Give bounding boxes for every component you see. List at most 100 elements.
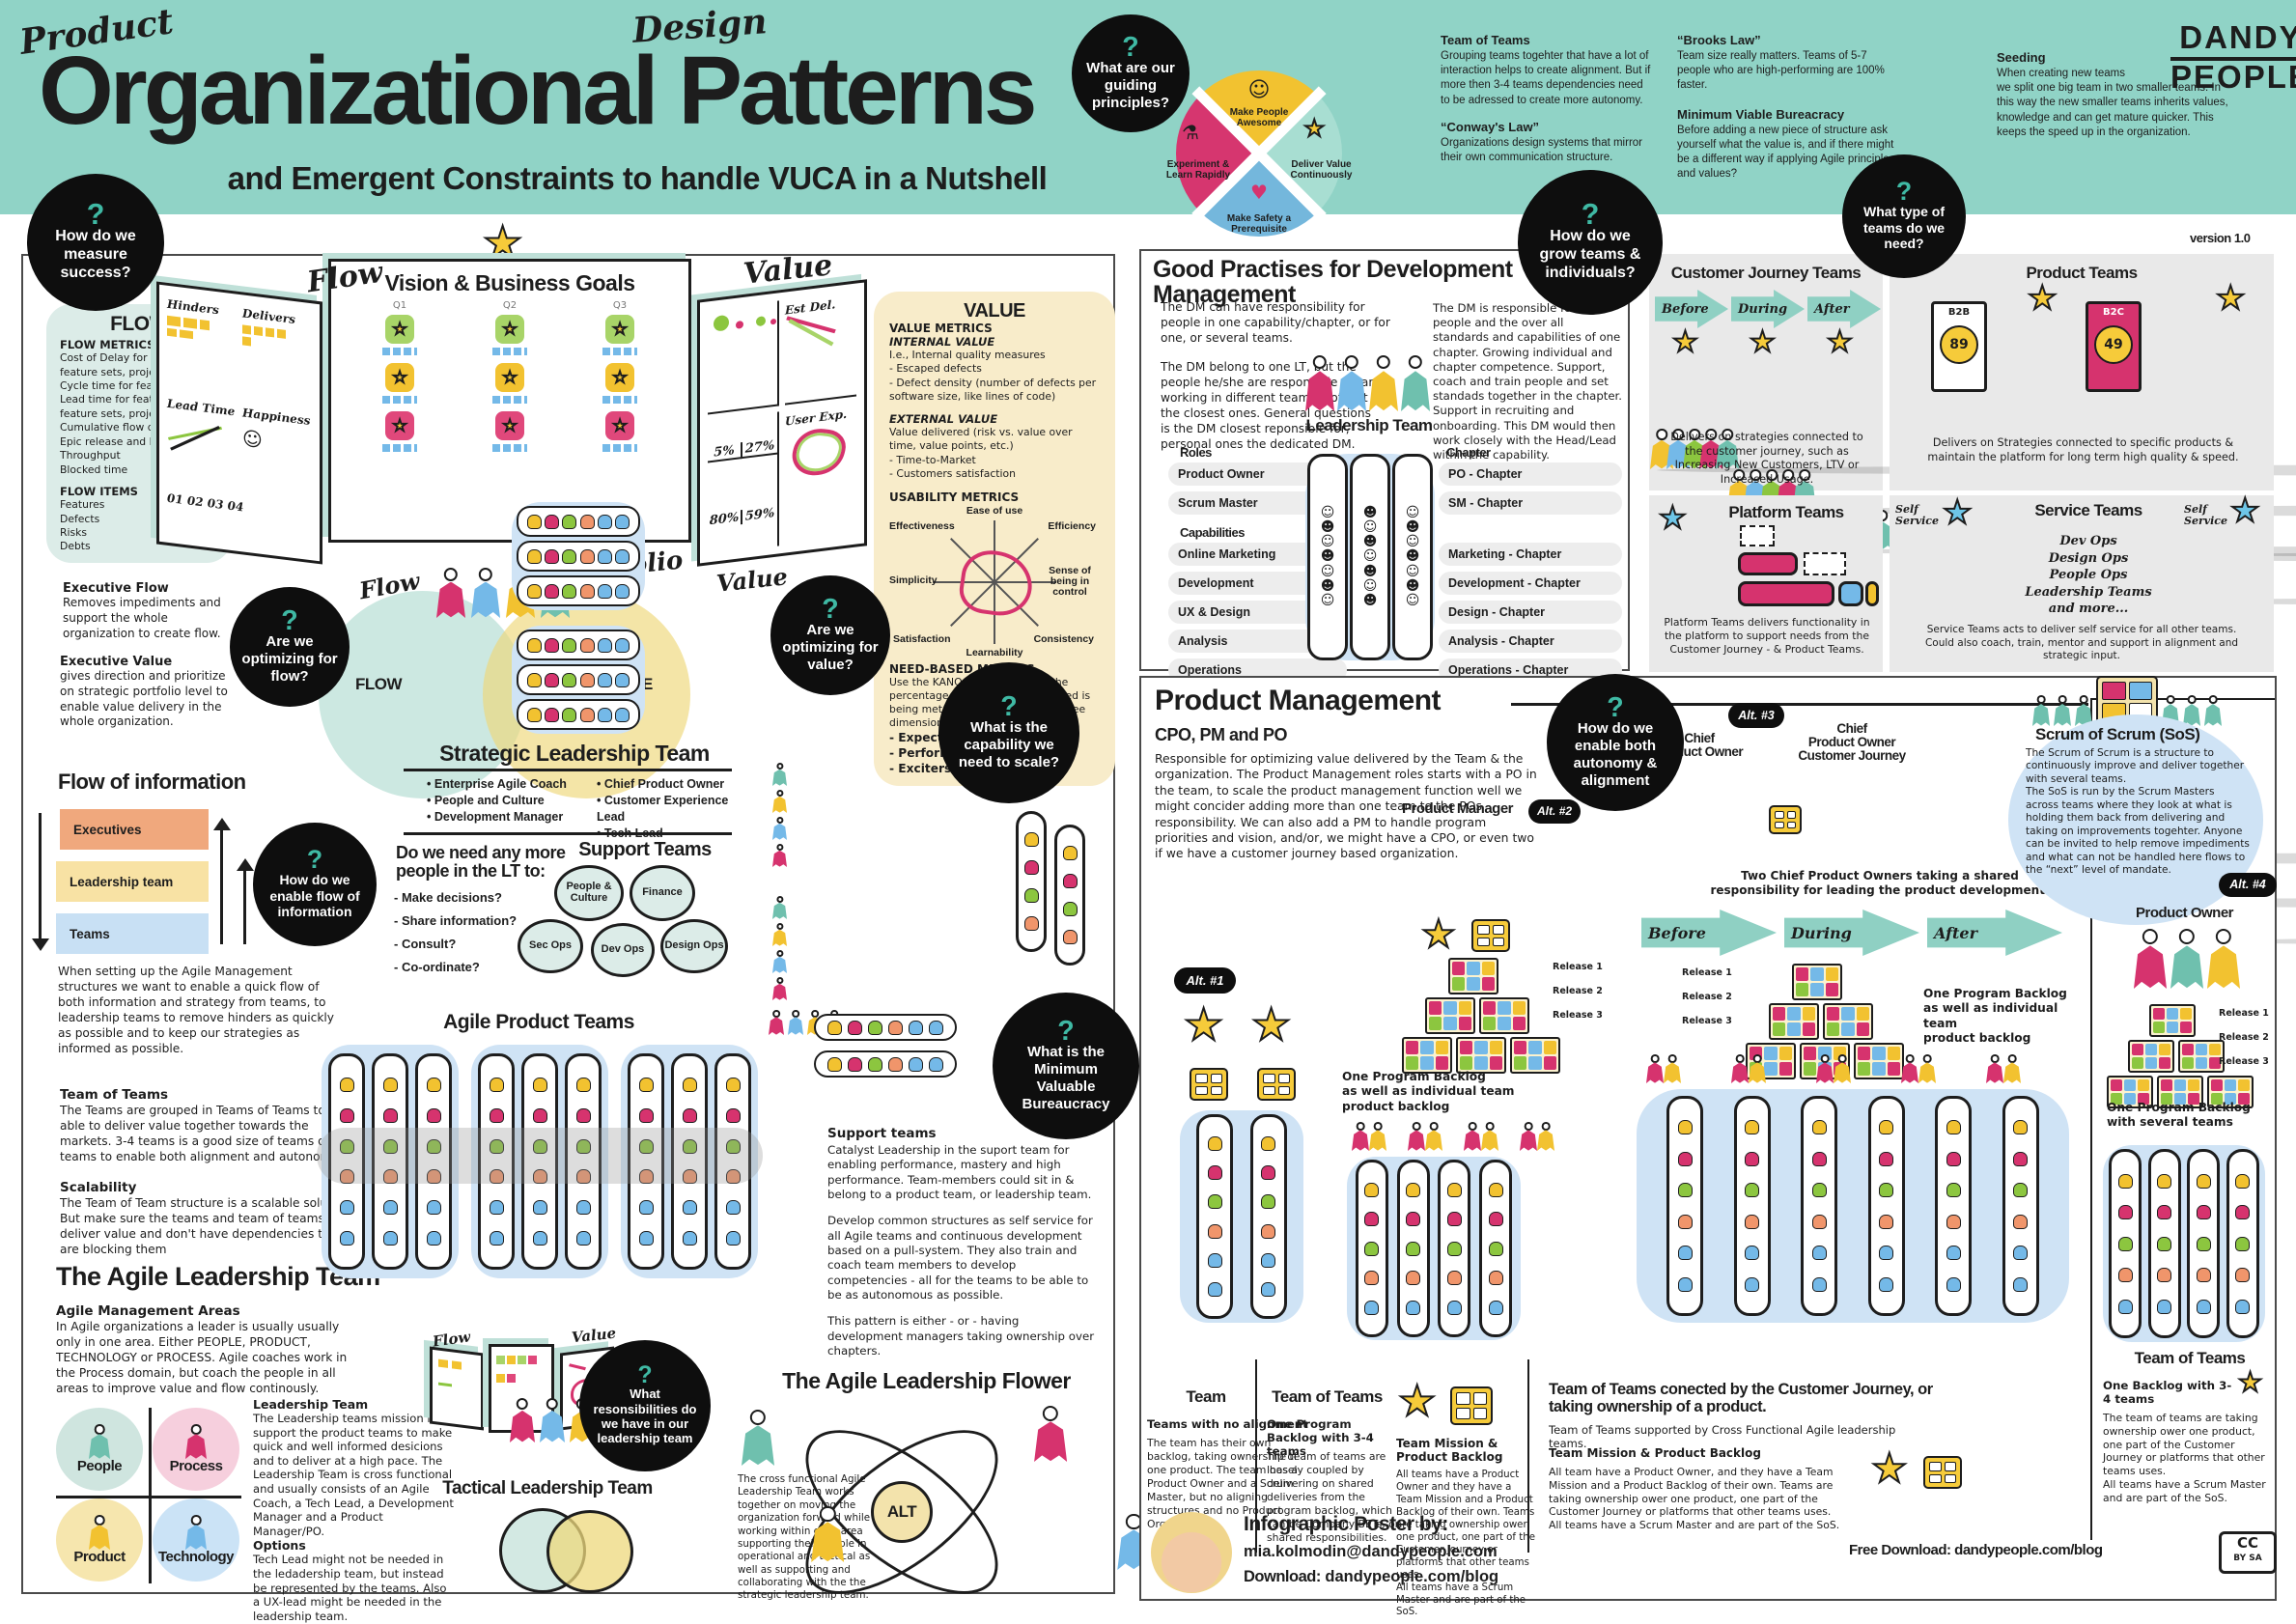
question-autonomy-alignment: ? How do we enable both autonomy & alignm… — [1547, 674, 1684, 811]
note-conways-law: “Conway's Law” Organizations design syste… — [1441, 119, 1642, 163]
question-guiding-principles: ? What are our guiding principles? — [1072, 14, 1190, 132]
gp-roles-title: Roles — [1180, 445, 1212, 460]
logo-line1: DANDY — [2170, 20, 2296, 61]
cjt-title: Customer Journey Teams — [1670, 264, 1862, 282]
pm-tot-sub: One Program Backlog with 3-4 teams — [1267, 1417, 1374, 1458]
question-capability-scale: ? What is the capability we need to scale… — [938, 662, 1079, 803]
service-teams-panel — [1890, 495, 2274, 672]
alt-title: The Agile Leadership Team — [56, 1262, 380, 1291]
two-cpo-text: Two Chief Product Owners taking a shared… — [1710, 869, 2050, 897]
question-icon: ? — [1122, 31, 1139, 63]
alt2-backlog-caption: One Program Backlog as well as individua… — [1342, 1070, 1515, 1113]
value-box-title: VALUE — [964, 300, 1025, 322]
note-team-of-teams: Team of Teams Grouping teams togehter tha… — [1441, 33, 1651, 106]
platform-bar-yellow — [1865, 581, 1879, 606]
up-arrow2 — [243, 861, 246, 944]
bubble-design-ops: Design Ops — [660, 919, 728, 973]
pm-divider — [1527, 1359, 1529, 1553]
executive-flow-text: Executive Flow Removes impediments and s… — [63, 581, 221, 640]
team-pill-stack — [512, 626, 645, 734]
bar-teams: Teams — [56, 913, 209, 954]
alt2-backlog-pyramid — [1402, 958, 1560, 1074]
leadership-team-text: Leadership Team The Leadership teams mis… — [253, 1397, 454, 1623]
star-icon: ★ — [1303, 115, 1326, 142]
support-teams-title: Support Teams — [578, 839, 712, 860]
lt-need-items: - Make decisions? - Share information? - C… — [394, 890, 518, 974]
star-icon: ★ — [1870, 1444, 1909, 1492]
alt1-pill: Alt. #1 — [1174, 967, 1236, 994]
pm-divider-alt4 — [2090, 698, 2092, 1540]
executive-value-text: Executive Value gives direction and prio… — [60, 655, 228, 729]
quad-process: Process — [153, 1408, 239, 1491]
divider — [404, 769, 732, 771]
flower-fig-bl — [811, 1506, 844, 1562]
value-whiteboard: Est Del. 5% 27% 80% 59% User Exp. — [697, 279, 867, 567]
question-grow-teams: ? How do we grow teams & individuals? — [1518, 170, 1663, 315]
venn-flow-label: FLOW — [355, 675, 403, 693]
ama-text: Agile Management Areas In Agile organiza… — [56, 1303, 348, 1396]
pm-title: Product Management — [1155, 685, 1442, 716]
plt-caption: Platform Teams delivers functionality in… — [1664, 616, 1870, 657]
flow-metrics-title: FLOW METRICS — [60, 338, 155, 352]
st-self-service-right: Self Service — [2184, 503, 2228, 528]
vision-board: Vision & Business Goals Q1 Q2 Q3 ★ ★ ★ ★ ★ ★… — [328, 259, 691, 543]
gp-chapters-b: Marketing - Chapter Development - Chapter… — [1439, 543, 1622, 687]
alt4-pills — [2103, 1145, 2265, 1342]
pm-right-body: The team of teams are taking ownership o… — [2103, 1412, 2266, 1504]
cpo2-label: Chief Product Owner Customer Journey — [1798, 721, 1906, 764]
gp-face-blob: ☺ ☻ ☺ ☻ ☺ ☻ ☺ ☻ ☺ ☻ ☺ ☻ ☺ ☻ ☺ ☻ ☺ ☻ ☺ ☻ ☺ — [1305, 454, 1435, 660]
divider — [404, 832, 732, 835]
gp-lt-caption: Leadership Team — [1305, 416, 1433, 434]
free-download: Free Download: dandypeople.com/blog — [1849, 1542, 2103, 1558]
up-arrow-head — [213, 809, 231, 830]
flask-icon: ⚗ — [1182, 121, 1199, 144]
flow-whiteboard: Hinders Delivers Lead Time Happiness ☺ 0… — [156, 281, 322, 565]
backlog-icon — [1450, 1386, 1493, 1425]
alt3-pills — [1637, 1089, 2069, 1323]
down-arrow — [39, 813, 42, 940]
pm-cpo-body: Responsible for optimizing value deliver… — [1155, 751, 1537, 861]
logo-line2: PEOPLE — [2170, 58, 2296, 95]
header-notes-col1: Team of Teams Grouping teams togehter tha… — [1441, 33, 1653, 165]
star-icon: ★ — [1250, 998, 1292, 1050]
pt-caption: Delivers on Strategies connected to spec… — [1927, 436, 2239, 463]
star-icon: ★ — [1671, 325, 1699, 359]
flower-fig-tl — [742, 1410, 774, 1466]
pm-right-title: Team of Teams — [2134, 1349, 2246, 1367]
st-ops-list: Dev Ops Design Ops People Ops Leadership Te… — [2025, 534, 2152, 617]
alt1-pills — [1180, 1110, 1303, 1323]
cjt-caption: Delivers on strategies connected to the … — [1670, 431, 1863, 486]
happiness-sketch: Happiness ☺ — [242, 406, 311, 452]
loose-hpill — [814, 1014, 957, 1041]
mini-pill-cluster — [1016, 811, 1085, 966]
question-measure-success: ? How do we measure success? — [27, 174, 164, 311]
pct-quadrant: 5% 27% 80% 59% — [708, 411, 779, 555]
fig-column — [772, 763, 787, 867]
tactical-venn-right — [546, 1510, 633, 1593]
gp-lt-figs — [1305, 355, 1430, 411]
question-flow-information: ? How do we enable flow of information — [253, 823, 377, 946]
alt2-fig-pairs — [1352, 1122, 1554, 1155]
b2b-product-box: B2B 89 — [1931, 301, 1987, 392]
alt4-pill: Alt. #4 — [2219, 873, 2277, 897]
bubble-dev-ops: Dev Ops — [591, 923, 655, 977]
alt3-fig-pairs — [1646, 1054, 2021, 1087]
wheel-right-label: Deliver Value Continuously — [1290, 159, 1353, 181]
dandy-people-logo: DANDY PEOPLE — [2170, 20, 2296, 95]
star-icon: ★ — [1420, 912, 1457, 957]
star-icon: ★ — [1942, 493, 1974, 532]
b2c-product-box: B2C 49 — [2086, 301, 2142, 392]
flow-info-title: Flow of information — [58, 770, 246, 794]
chapter-overlay-band — [317, 1128, 763, 1184]
poster-subtitle: and Emergent Constraints to handle VUCA … — [227, 160, 1048, 196]
heart-icon: ♥ — [1250, 181, 1268, 204]
price-burst: 49 — [2094, 325, 2133, 364]
po-label: Product Owner — [2136, 905, 2234, 921]
scatter-sketch — [708, 300, 779, 415]
bubble-finance: Finance — [630, 865, 695, 921]
wheel-bottom-label: Make Safety a Prerequisite — [1226, 213, 1292, 235]
quad-people: People — [56, 1408, 143, 1491]
usability-radar: Ease of use Effectiveness Efficiency Sim… — [889, 504, 1096, 658]
team-pill-stack — [512, 502, 645, 610]
